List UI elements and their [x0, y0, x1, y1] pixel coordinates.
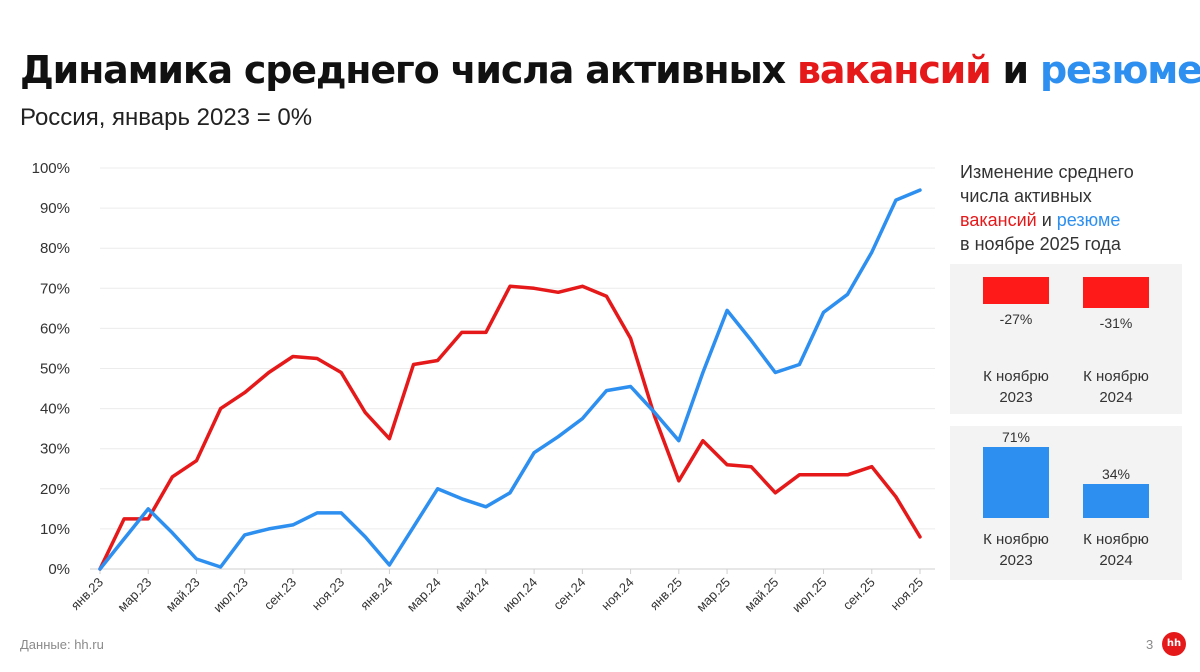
x-tick-label: ноя.25 [888, 575, 927, 614]
y-tick-label: 10% [40, 521, 70, 538]
side-heading-line3: вакансий и резюме [960, 208, 1180, 232]
y-tick-label: 70% [40, 280, 70, 297]
line-chart: 0%10%20%30%40%50%60%70%80%90%100%янв.23 м… [32, 160, 935, 616]
x-tick-label: янв.25 [647, 575, 685, 613]
resumes-caption-2024-line1: К ноябрю [1083, 531, 1149, 548]
vacancies-caption-2023: К ноябрю 2023 [966, 366, 1066, 408]
y-tick-label: 30% [40, 441, 70, 458]
x-tick-label: июл.23 [210, 575, 251, 616]
chart-title: Динамика среднего числа активных ваканси… [20, 48, 1200, 92]
vacancies-caption-2024: К ноябрю 2024 [1066, 366, 1166, 408]
x-tick-label: янв.24 [357, 575, 395, 613]
y-tick-label: 40% [40, 401, 70, 418]
resumes-bar-2024 [1083, 484, 1149, 518]
y-tick-label: 50% [40, 361, 70, 378]
vacancies-caption-2023-line2: 2023 [999, 389, 1033, 406]
series-line-resumes [98, 188, 922, 571]
vacancies-caption-2024-line1: К ноябрю [1083, 368, 1149, 385]
side-heading-resumes: резюме [1056, 210, 1121, 230]
x-tick-label: мар.24 [404, 575, 444, 615]
x-tick-label: май.23 [163, 575, 203, 615]
side-heading-and: и [1036, 210, 1057, 230]
vacancies-value-2023: -27% [999, 311, 1033, 327]
resumes-change-panel: 71% 34% К ноябрю 2023 К ноябрю 2024 [950, 426, 1182, 580]
series-line-vacancies [98, 284, 922, 571]
title-resumes-word: резюме [1040, 48, 1200, 92]
resumes-caption-2023: К ноябрю 2023 [966, 529, 1066, 571]
x-tick-label: июл.24 [500, 575, 541, 616]
resumes-caption-2024: К ноябрю 2024 [1066, 529, 1166, 571]
y-tick-label: 0% [48, 561, 70, 578]
title-and-word: и [990, 48, 1041, 92]
x-tick-label: ноя.23 [309, 575, 348, 614]
chart-subtitle: Россия, январь 2023 = 0% [20, 104, 313, 131]
x-tick-label: ноя.24 [598, 575, 637, 614]
resumes-caption-2023-line2: 2023 [999, 552, 1033, 569]
resumes-value-2023: 71% [1001, 429, 1031, 445]
y-tick-label: 20% [40, 481, 70, 498]
data-source-note: Данные: hh.ru [20, 637, 104, 652]
y-tick-label: 80% [40, 240, 70, 257]
vacancies-bar-2024 [1083, 277, 1149, 308]
resumes-caption-2023-line1: К ноябрю [983, 531, 1049, 548]
x-tick-label: янв.23 [68, 575, 106, 613]
x-tick-label: сен.25 [840, 575, 878, 613]
vacancies-bar-2023 [983, 277, 1049, 304]
resumes-bar-2023 [983, 447, 1049, 518]
x-tick-label: май.25 [741, 575, 781, 615]
resumes-caption-2024-line2: 2024 [1099, 552, 1133, 569]
x-tick-label: май.24 [452, 575, 492, 615]
page-number: 3 [1146, 637, 1154, 652]
vacancies-caption-2023-line1: К ноябрю [983, 368, 1049, 385]
hh-logo: hh [1162, 632, 1186, 656]
x-tick-label: сен.24 [550, 575, 588, 613]
resumes-value-2024: 34% [1101, 466, 1131, 482]
side-heading-line2: числа активных [960, 186, 1092, 206]
title-vacancies-word: вакансий [796, 48, 992, 92]
x-tick-label: мар.23 [114, 575, 154, 615]
y-tick-label: 100% [32, 160, 70, 177]
y-tick-label: 60% [40, 320, 70, 337]
side-panel-heading: Изменение среднего числа активных ваканс… [960, 160, 1180, 256]
y-tick-label: 90% [40, 200, 70, 217]
vacancies-caption-2024-line2: 2024 [1099, 389, 1133, 406]
vacancies-change-panel: -27% -31% К ноябрю 2023 К ноябрю 2024 [950, 264, 1182, 414]
x-tick-label: мар.25 [693, 575, 733, 615]
title-main-text: Динамика среднего числа активных [20, 48, 797, 92]
x-tick-label: сен.23 [261, 575, 299, 613]
vacancies-value-2024: -31% [1099, 315, 1133, 331]
side-heading-line4: в ноябре 2025 года [960, 234, 1121, 254]
side-heading-line1: Изменение среднего [960, 162, 1134, 182]
x-tick-label: июл.25 [789, 575, 830, 616]
side-heading-vacancies: вакансий [960, 210, 1037, 230]
